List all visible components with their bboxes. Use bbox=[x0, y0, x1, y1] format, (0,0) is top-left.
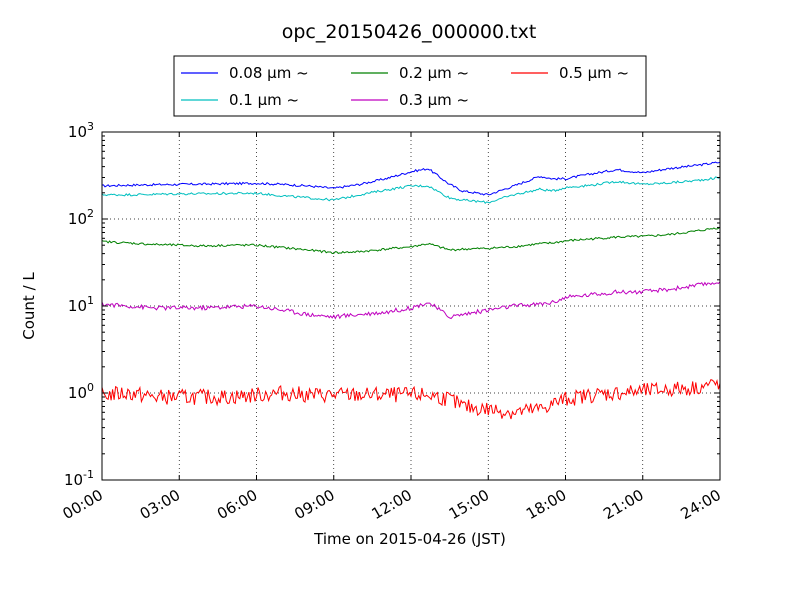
legend-box bbox=[173, 55, 647, 117]
grid bbox=[102, 132, 720, 480]
series-group bbox=[101, 161, 721, 420]
legend-label: 0.08 μm ~ bbox=[229, 64, 309, 82]
y-tick-label: 100 bbox=[68, 381, 94, 402]
y-axis-label: Count / L bbox=[20, 272, 38, 340]
legend: 0.08 μm ~ 0.1 μm ~ 0.2 μm ~ 0.3 μm ~ 0.5 μm … bbox=[173, 55, 647, 117]
series-line bbox=[101, 378, 721, 420]
x-axis-label: Time on 2015-04-26 (JST) bbox=[313, 530, 506, 548]
series-line bbox=[101, 176, 721, 204]
chart-title: opc_20150426_000000.txt bbox=[282, 21, 537, 43]
legend-label: 0.3 μm ~ bbox=[399, 91, 469, 109]
y-tick-label: 101 bbox=[68, 294, 94, 315]
legend-label: 0.2 μm ~ bbox=[399, 64, 469, 82]
legend-label: 0.5 μm ~ bbox=[559, 64, 629, 82]
y-tick-label: 10-1 bbox=[64, 468, 94, 489]
legend-label: 0.1 μm ~ bbox=[229, 91, 299, 109]
series-line bbox=[101, 281, 721, 320]
y-tick-label: 102 bbox=[68, 207, 94, 228]
series-line bbox=[101, 226, 721, 255]
series-line bbox=[101, 161, 721, 196]
y-tick-label: 103 bbox=[68, 120, 94, 141]
